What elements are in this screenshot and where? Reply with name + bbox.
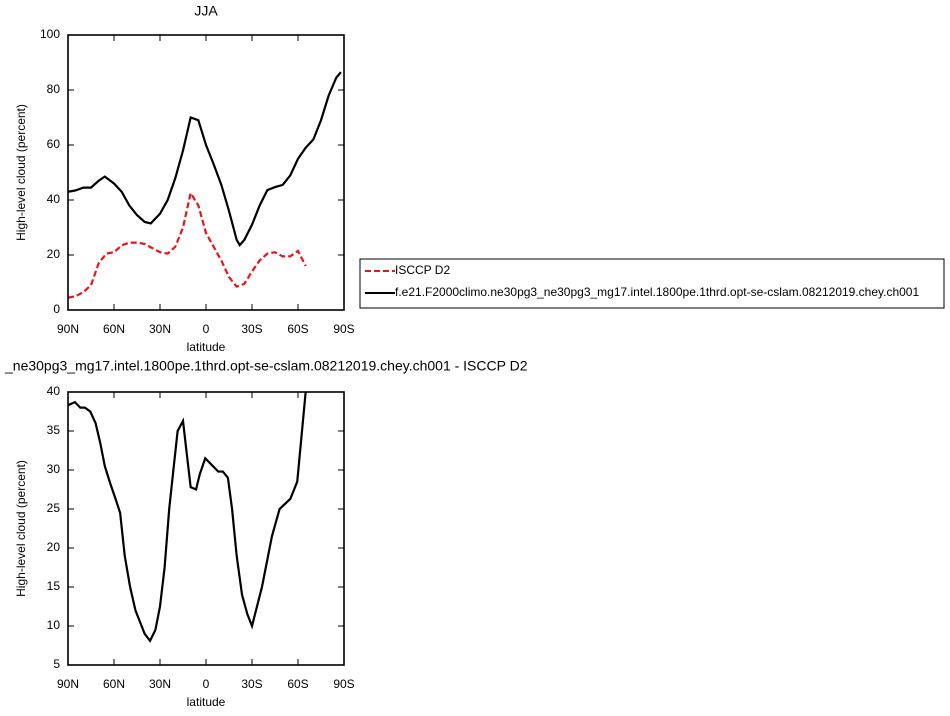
- x-tick-label: 30N: [149, 322, 171, 336]
- x-tick-label: 0: [203, 322, 210, 336]
- x-tick-label: 90N: [57, 677, 79, 691]
- x-axis-label: latitude: [187, 340, 226, 354]
- x-tick-label: 90S: [333, 677, 354, 691]
- series-line: [68, 392, 307, 643]
- legend-label: ISCCP D2: [395, 263, 450, 277]
- x-tick-label: 30S: [241, 677, 262, 691]
- y-tick-label: 35: [47, 423, 61, 437]
- plot-frame: [67, 391, 345, 666]
- y-tick-label: 5: [53, 657, 60, 671]
- y-tick-label: 20: [47, 247, 61, 261]
- x-tick-label: 90S: [333, 322, 354, 336]
- x-axis-label: latitude: [187, 695, 226, 709]
- y-tick-label: 100: [40, 27, 60, 41]
- x-tick-label: 60S: [287, 322, 308, 336]
- plot-frame: [67, 34, 345, 311]
- legend-box: [359, 258, 945, 309]
- x-tick-label: 0: [203, 677, 210, 691]
- y-tick-label: 25: [47, 501, 61, 515]
- y-axis-label: High-level cloud (percent): [14, 460, 28, 597]
- y-tick-label: 30: [47, 462, 61, 476]
- legend-label: f.e21.F2000climo.ne30pg3_ne30pg3_mg17.in…: [395, 285, 919, 299]
- x-tick-label: 90N: [57, 322, 79, 336]
- series-line: [68, 71, 342, 247]
- x-tick-label: 60N: [103, 322, 125, 336]
- y-tick-label: 80: [47, 82, 61, 96]
- x-tick-label: 60S: [287, 677, 308, 691]
- chart-title: _ne30pg3_mg17.intel.1800pe.1thrd.opt-se-…: [4, 358, 528, 374]
- y-tick-label: 0: [53, 302, 60, 316]
- x-tick-label: 30N: [149, 677, 171, 691]
- y-tick-label: 60: [47, 137, 61, 151]
- y-tick-label: 15: [47, 579, 61, 593]
- chart-title: JJA: [194, 3, 218, 19]
- y-tick-label: 40: [47, 384, 61, 398]
- y-tick-label: 20: [47, 540, 61, 554]
- x-tick-label: 60N: [103, 677, 125, 691]
- x-tick-label: 30S: [241, 322, 262, 336]
- y-axis-label: High-level cloud (percent): [14, 104, 28, 241]
- y-tick-label: 10: [47, 618, 61, 632]
- y-tick-label: 40: [47, 192, 61, 206]
- series-line: [68, 190, 307, 299]
